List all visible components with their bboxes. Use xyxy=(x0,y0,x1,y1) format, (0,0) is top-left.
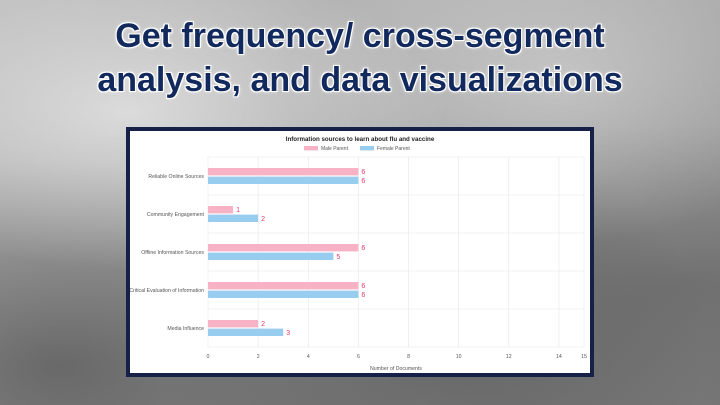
bar xyxy=(208,206,234,214)
x-axis-label: Number of Documents xyxy=(370,366,422,372)
bar xyxy=(208,252,334,260)
chart-legend: Male Parent Female Parent xyxy=(304,146,410,152)
data-label: 2 xyxy=(261,216,265,223)
legend-label: Male Parent xyxy=(321,146,349,152)
bar xyxy=(208,214,259,222)
category-label: Community Engagement xyxy=(147,212,205,218)
data-label: 6 xyxy=(361,292,365,299)
chart-frame: Information sources to learn about flu a… xyxy=(126,127,594,377)
bar xyxy=(208,328,284,336)
bar xyxy=(208,290,359,298)
category-labels: Reliable Online Sources Community Engagem… xyxy=(130,174,205,332)
bar xyxy=(208,282,359,290)
legend-swatch xyxy=(360,146,374,151)
data-label: 5 xyxy=(336,254,340,261)
slide-title-line-2: analysis, and data visualizations xyxy=(97,61,623,99)
bar xyxy=(208,168,359,176)
chart-title: Information sources to learn about flu a… xyxy=(286,136,435,143)
x-tick-label: 0 xyxy=(207,354,210,360)
x-tick-label: 2 xyxy=(257,354,260,360)
data-label: 6 xyxy=(361,169,365,176)
data-label: 2 xyxy=(261,321,265,328)
x-tick-label: 8 xyxy=(407,354,410,360)
bar-chart: Information sources to learn about flu a… xyxy=(130,136,587,372)
legend-label: Female Parent xyxy=(377,146,410,152)
data-label: 3 xyxy=(286,330,290,337)
bar xyxy=(208,320,259,328)
legend-swatch xyxy=(304,146,318,151)
data-label: 6 xyxy=(361,245,365,252)
category-label: Critical Evaluation of Information xyxy=(130,288,204,294)
data-label: 1 xyxy=(236,207,240,214)
x-tick-label: 12 xyxy=(506,354,512,360)
chart-bars: 6 6 1 2 6 5 6 6 2 3 xyxy=(208,168,365,337)
category-label: Offline Information Sources xyxy=(141,250,204,256)
slide-title-line-1: Get frequency/ cross-segment xyxy=(115,17,605,55)
bar xyxy=(208,176,359,184)
category-label: Reliable Online Sources xyxy=(148,174,204,180)
x-tick-label: 6 xyxy=(357,354,360,360)
x-tick-label: 15 xyxy=(581,354,587,360)
data-label: 6 xyxy=(361,283,365,290)
x-tick-label: 14 xyxy=(556,354,562,360)
data-label: 6 xyxy=(361,178,365,185)
slide-title: Get frequency/ cross-segment analysis, a… xyxy=(0,14,720,102)
x-tick-labels: 0 2 4 6 8 10 12 14 15 xyxy=(207,354,587,360)
bar xyxy=(208,244,359,252)
x-tick-label: 10 xyxy=(456,354,462,360)
x-tick-label: 4 xyxy=(307,354,310,360)
category-label: Media Influence xyxy=(167,326,204,332)
chart-grid xyxy=(207,156,585,348)
